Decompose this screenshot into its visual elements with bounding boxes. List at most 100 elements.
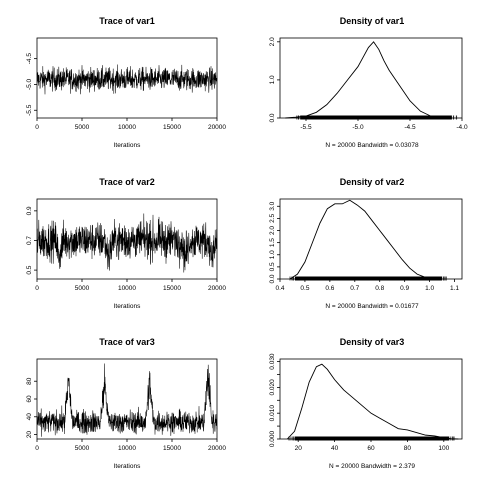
y-tick-label: 0.9 xyxy=(26,206,33,215)
y-tick-label: 0.7 xyxy=(26,236,33,245)
x-tick-label: 0.8 xyxy=(375,285,384,292)
x-tick-label: -4.0 xyxy=(456,124,468,131)
x-tick-label: 5000 xyxy=(75,285,90,292)
y-tick-label: 2.5 xyxy=(269,213,276,222)
x-axis-label: Iterations xyxy=(114,142,141,149)
x-tick-label: 0.9 xyxy=(400,285,409,292)
panel-trace-var1: Trace of var1 0 5000 10000 15000 20000 -5.5-… xyxy=(26,16,226,149)
rug-marks xyxy=(294,436,450,441)
y-tick-label: -5.0 xyxy=(26,78,33,90)
x-tick-label: 15000 xyxy=(163,124,181,131)
x-tick-label: 80 xyxy=(404,445,412,452)
y-tick-label: 0.030 xyxy=(269,353,276,370)
x-tick-label: 15000 xyxy=(163,285,181,292)
y-tick-label: 3.0 xyxy=(269,201,276,210)
y-axis: -5.5 -5.0 -4.5 xyxy=(26,53,37,116)
x-axis-label: Iterations xyxy=(114,463,141,470)
x-tick-label: 0.6 xyxy=(325,285,334,292)
y-tick-label: 0.020 xyxy=(269,379,276,396)
density-curve xyxy=(289,199,440,280)
panel-trace-var3: Trace of var3 0 5000 10000 15000 20000 20 40 6… xyxy=(26,337,226,470)
density-curve-layer xyxy=(285,41,458,120)
chart-title: Trace of var2 xyxy=(99,177,155,187)
y-tick-label: -4.5 xyxy=(26,53,33,65)
x-tick-label: 20000 xyxy=(208,445,226,452)
y-tick-label: 2.0 xyxy=(269,37,276,46)
rug-layer xyxy=(296,115,458,120)
y-tick-label: 40 xyxy=(26,413,33,421)
y-tick-label: 0.5 xyxy=(26,265,33,274)
y-tick-label: 1.0 xyxy=(269,75,276,84)
y-axis: 0.000 0.010 0.020 0.030 xyxy=(269,353,280,447)
plot-frame xyxy=(279,358,463,440)
x-tick-label: 0 xyxy=(35,285,39,292)
chart-title: Trace of var1 xyxy=(99,16,155,26)
x-axis: 0 5000 10000 15000 20000 xyxy=(35,439,226,452)
x-tick-label: 15000 xyxy=(163,445,181,452)
x-axis-label: Iterations xyxy=(114,303,141,310)
x-tick-label: 5000 xyxy=(75,445,90,452)
y-tick-label: 0.0 xyxy=(269,113,276,122)
y-axis: 0.5 0.7 0.9 xyxy=(26,206,37,275)
x-tick-label: 0.7 xyxy=(350,285,359,292)
x-tick-label: 5000 xyxy=(75,124,90,131)
y-axis: 0.0 0.5 1.0 1.5 2.0 2.5 3.0 xyxy=(269,201,280,284)
x-axis-label: N = 20000 Bandwidth = 0.03078 xyxy=(325,142,419,149)
x-axis: 20 40 60 80 100 xyxy=(295,439,450,452)
y-tick-label: 1.0 xyxy=(269,250,276,259)
y-tick-label: 0.0 xyxy=(269,274,276,283)
density-curve xyxy=(285,41,452,119)
x-tick-label: 1.1 xyxy=(450,285,459,292)
y-axis: 20 40 60 80 xyxy=(26,377,37,438)
x-tick-label: 40 xyxy=(331,445,339,452)
density-curve-layer xyxy=(289,199,447,281)
x-axis: -5.5 -5.0 -4.5 -4.0 xyxy=(300,118,468,131)
y-tick-label: 0.5 xyxy=(269,262,276,271)
chart-title: Density of var2 xyxy=(340,177,405,187)
y-axis: 0.0 1.0 2.0 xyxy=(269,37,280,123)
plot-frame xyxy=(279,198,463,280)
x-tick-label: 0 xyxy=(35,124,39,131)
chart-title: Trace of var3 xyxy=(99,337,155,347)
y-tick-label: -5.5 xyxy=(26,104,33,116)
rug-layer xyxy=(289,276,447,281)
y-tick-label: 60 xyxy=(26,395,33,403)
rug-marks xyxy=(294,276,443,281)
trace-line-layer xyxy=(36,213,218,273)
x-tick-label: 20 xyxy=(295,445,303,452)
x-tick-label: 100 xyxy=(438,445,449,452)
x-axis-label: N = 20000 Bandwidth = 0.01677 xyxy=(325,303,419,310)
rug-marks xyxy=(300,115,452,120)
x-tick-label: 10000 xyxy=(118,124,136,131)
x-tick-label: -5.0 xyxy=(352,124,364,131)
x-tick-label: 60 xyxy=(367,445,375,452)
panel-density-var2: Density of var2 0.4 0.5 0.6 0.7 0.8 0.9 1.0 1.1… xyxy=(269,177,463,310)
chart-title: Density of var3 xyxy=(340,337,405,347)
x-tick-label: 20000 xyxy=(208,124,226,131)
density-curve xyxy=(286,363,459,440)
x-axis: 0.4 0.5 0.6 0.7 0.8 0.9 1.0 1.1 xyxy=(275,279,459,292)
x-axis-label: N = 20000 Bandwidth = 2.379 xyxy=(329,463,415,470)
trace-line xyxy=(36,213,218,273)
y-tick-label: 80 xyxy=(26,377,33,385)
x-axis: 0 5000 10000 15000 20000 xyxy=(35,118,226,131)
x-tick-label: -5.5 xyxy=(300,124,312,131)
x-tick-label: 0 xyxy=(35,445,39,452)
x-axis: 0 5000 10000 15000 20000 xyxy=(35,279,226,292)
panel-density-var1: Density of var1 -5.5 -5.0 -4.5 -4.0 0.0 1.0 2… xyxy=(269,16,468,149)
y-tick-label: 0.000 xyxy=(269,430,276,447)
y-tick-label: 20 xyxy=(26,431,33,439)
trace-line-layer xyxy=(36,363,218,437)
y-tick-label: 1.5 xyxy=(269,238,276,247)
rug-layer xyxy=(288,436,455,441)
trace-line xyxy=(36,363,218,437)
x-tick-label: 0.4 xyxy=(275,285,284,292)
panel-trace-var2: Trace of var2 0 5000 10000 15000 20000 0.50.… xyxy=(26,177,226,310)
x-tick-label: 10000 xyxy=(118,285,136,292)
x-tick-label: 0.5 xyxy=(300,285,309,292)
y-tick-label: 0.010 xyxy=(269,405,276,422)
x-tick-label: 10000 xyxy=(118,445,136,452)
trace-line xyxy=(36,64,218,95)
density-curve-layer xyxy=(286,363,459,441)
